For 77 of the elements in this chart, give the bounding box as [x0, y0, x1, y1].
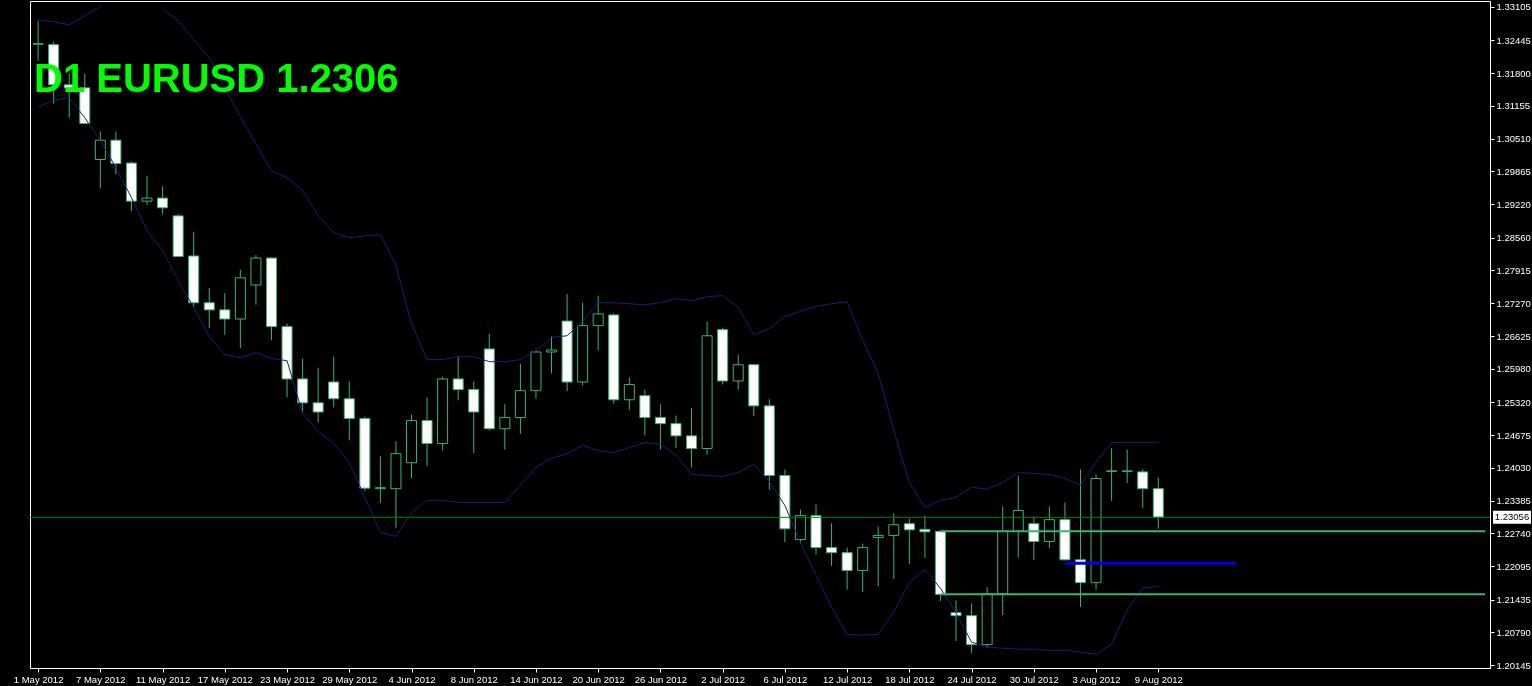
y-tick-label: 1.24675 — [1496, 429, 1531, 441]
y-tick-label: 1.20145 — [1496, 659, 1531, 671]
candlestick — [468, 380, 480, 454]
candlestick — [343, 380, 355, 441]
candlestick — [919, 515, 931, 559]
candlestick — [903, 518, 915, 565]
candlestick — [297, 358, 309, 413]
candlestick — [157, 185, 169, 215]
candlestick — [110, 131, 122, 175]
candlestick — [94, 131, 106, 189]
x-tick-label: 29 May 2012 — [322, 673, 378, 685]
y-tick-label: 1.28560 — [1496, 232, 1531, 244]
y-tick-label: 1.32445 — [1496, 34, 1531, 46]
candlestick — [1121, 449, 1133, 484]
candlestick — [639, 389, 651, 436]
candlestick — [732, 354, 744, 391]
y-tick-label: 1.25980 — [1496, 363, 1531, 375]
candlestick — [888, 513, 900, 580]
x-tick-label: 3 Aug 2012 — [1072, 673, 1121, 685]
candlestick — [546, 335, 558, 374]
candlestick — [592, 295, 604, 351]
candlestick — [141, 175, 153, 206]
x-tick-label: 11 May 2012 — [135, 673, 191, 685]
x-tick-label: 1 May 2012 — [13, 673, 64, 685]
candlestick — [374, 455, 386, 504]
candlestick — [421, 396, 433, 467]
candlestick — [670, 415, 682, 449]
x-tick-label: 7 May 2012 — [76, 673, 126, 685]
x-tick-label: 26 Jun 2012 — [634, 673, 688, 685]
candlestick — [623, 376, 635, 411]
y-tick-label: 1.24030 — [1496, 462, 1531, 474]
x-tick-label: 18 Jul 2012 — [885, 673, 935, 685]
ref-line-label: 1.23056 — [1494, 511, 1530, 523]
candlestick — [32, 20, 44, 62]
x-tick-label: 12 Jul 2012 — [823, 673, 873, 685]
candlestick — [1137, 468, 1149, 509]
candlestick — [826, 522, 838, 567]
x-tick-label: 30 Jul 2012 — [1009, 673, 1059, 685]
y-tick-label: 1.23385 — [1496, 495, 1531, 507]
candlestick — [328, 356, 340, 408]
y-tick-label: 1.31155 — [1496, 100, 1531, 112]
candlestick — [857, 543, 869, 593]
candlestick — [841, 547, 853, 591]
candlestick — [950, 599, 962, 642]
y-tick-label: 1.26625 — [1496, 330, 1531, 342]
line-series — [37, 97, 1159, 655]
y-tick-label: 1.22095 — [1496, 560, 1531, 572]
x-tick-label: 9 Aug 2012 — [1134, 673, 1183, 685]
y-tick-label: 1.29220 — [1496, 198, 1531, 210]
candlestick — [654, 403, 666, 451]
candlestick — [872, 526, 884, 587]
x-tick-label: 6 Jul 2012 — [763, 673, 808, 685]
y-tick-label: 1.27270 — [1496, 297, 1531, 309]
x-tick-label: 4 Jun 2012 — [388, 673, 436, 685]
x-tick-label: 20 Jun 2012 — [572, 673, 625, 685]
y-tick-label: 1.30510 — [1496, 133, 1531, 145]
candlestick — [219, 292, 231, 336]
y-tick-label: 1.31800 — [1496, 67, 1531, 79]
y-tick-label: 1.21435 — [1496, 594, 1531, 606]
candlestick — [312, 367, 324, 423]
candlestick — [1106, 447, 1118, 502]
candlestick — [452, 356, 464, 401]
y-tick-label: 1.22740 — [1496, 527, 1531, 539]
x-tick-label: 17 May 2012 — [197, 673, 253, 685]
candlestick — [686, 407, 698, 468]
x-tick-label: 23 May 2012 — [260, 673, 316, 685]
candlestick — [499, 403, 511, 451]
candlestick — [203, 287, 215, 329]
x-tick-label: 24 Jul 2012 — [947, 673, 997, 685]
y-tick-label: 1.25320 — [1496, 396, 1531, 408]
x-tick-label: 8 Jun 2012 — [450, 673, 498, 685]
x-tick-label: 14 Jun 2012 — [510, 673, 563, 685]
y-tick-label: 1.20790 — [1496, 626, 1531, 638]
y-tick-label: 1.29865 — [1496, 165, 1531, 177]
x-tick-label: 2 Jul 2012 — [701, 673, 746, 685]
y-tick-label: 1.33105 — [1496, 1, 1531, 13]
y-tick-label: 1.27915 — [1496, 264, 1531, 276]
